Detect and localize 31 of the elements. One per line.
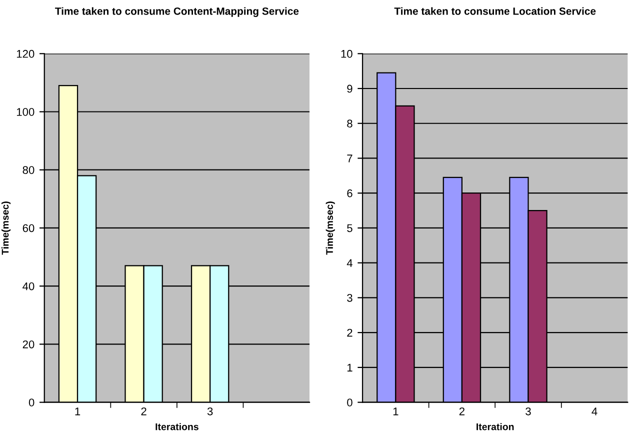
y-tick-label: 4 — [346, 259, 352, 267]
x-tick-label: 2 — [459, 407, 464, 416]
y-tick-label: 5 — [347, 224, 352, 232]
y-tick-label: 40 — [22, 282, 34, 290]
y-tick-label: 6 — [347, 189, 352, 198]
y-tick-label: 100 — [16, 108, 34, 116]
y-tick-label: 7 — [347, 154, 352, 162]
y-axis-title: Time(msec) — [2, 202, 11, 255]
y-axis-title: Time(msec) — [326, 202, 335, 255]
x-tick-label: 3 — [526, 407, 531, 416]
x-tick-label: 1 — [393, 408, 398, 416]
chart-title: Time taken to consume Content-Mapping Service — [55, 7, 299, 17]
y-tick-label: 60 — [22, 224, 34, 232]
y-tick-label: 80 — [22, 166, 34, 174]
y-tick-label: 2 — [347, 328, 352, 337]
y-tick-label: 120 — [16, 50, 34, 58]
y-tick-label: 10 — [341, 50, 352, 58]
chart-title: Time taken to consume Location Service — [394, 7, 596, 15]
x-tick-label: 1 — [75, 408, 80, 416]
y-tick-label: 20 — [22, 340, 34, 348]
x-tick-label: 2 — [141, 407, 146, 416]
x-tick-label: 3 — [207, 407, 213, 416]
y-tick-label: 0 — [28, 398, 34, 406]
y-tick-label: 0 — [347, 398, 352, 406]
y-tick-label: 8 — [347, 120, 352, 128]
x-axis-title: Iterations — [156, 423, 198, 430]
x-tick-label: 4 — [592, 408, 598, 416]
y-tick-label: 9 — [347, 84, 352, 93]
x-axis-title: Iteration — [476, 423, 514, 430]
y-tick-label: 1 — [347, 364, 352, 372]
y-tick-label: 3 — [347, 294, 352, 302]
